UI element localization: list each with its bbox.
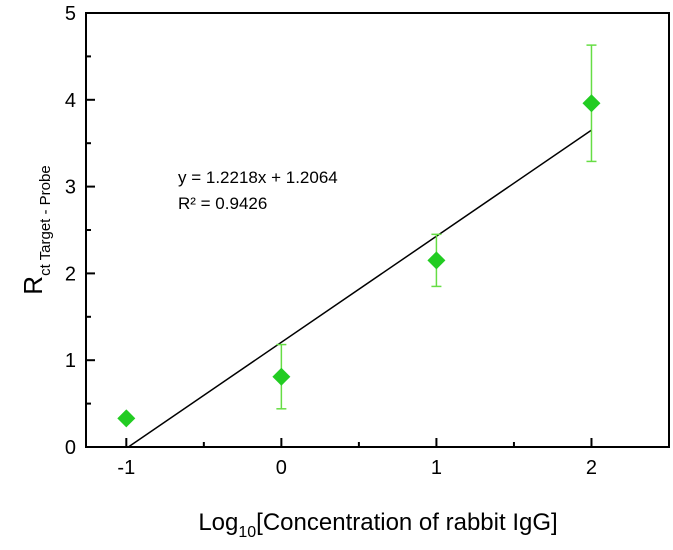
y-axis-title: Rct Target - Probe xyxy=(18,165,54,294)
data-point xyxy=(427,251,446,270)
y-tick-label: 2 xyxy=(65,263,76,285)
fit-line xyxy=(127,129,592,448)
x-axis-title-main: Log xyxy=(198,509,238,536)
error-bars xyxy=(276,44,597,410)
x-tick-label: -1 xyxy=(117,457,135,479)
x-axis-title-subscript: 10 xyxy=(238,524,256,541)
y-axis-title-main: R xyxy=(18,276,48,295)
y-tick-label: 5 xyxy=(65,3,76,25)
x-tick-label: 1 xyxy=(431,457,442,479)
data-point xyxy=(272,367,291,386)
data-points xyxy=(117,94,601,428)
y-axis-title-subscript: ct Target - Probe xyxy=(37,165,54,276)
y-tick-label: 3 xyxy=(65,177,76,199)
data-point xyxy=(582,94,601,113)
x-axis-title-rest: [Concentration of rabbit IgG] xyxy=(256,509,558,536)
x-tick-label: 2 xyxy=(586,457,597,479)
y-tick-label: 4 xyxy=(65,90,76,112)
x-axis-title: Log10[Concentration of rabbit IgG] xyxy=(198,509,557,541)
tick-labels: -1 0 1 2 0 1 2 3 4 5 xyxy=(65,3,597,479)
annotation-equation: y = 1.2218x + 1.2064 xyxy=(178,168,338,187)
axis-ticks xyxy=(86,12,593,448)
y-tick-label: 1 xyxy=(65,350,76,372)
annotation-r-squared: R² = 0.9426 xyxy=(178,194,267,213)
plot-frame xyxy=(85,12,670,448)
x-tick-label: 0 xyxy=(276,457,287,479)
data-point xyxy=(117,409,136,428)
y-tick-label: 0 xyxy=(65,437,76,459)
